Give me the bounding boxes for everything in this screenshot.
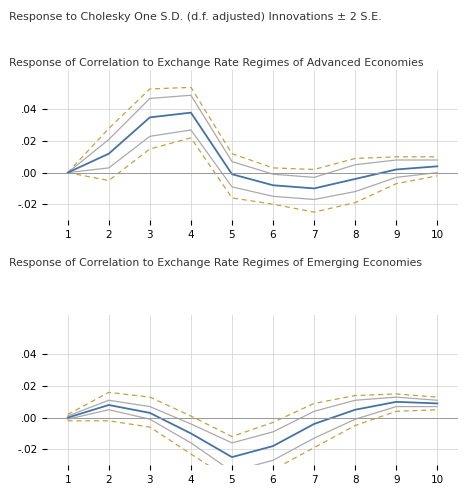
Text: Response to Cholesky One S.D. (d.f. adjusted) Innovations ± 2 S.E.: Response to Cholesky One S.D. (d.f. adju… bbox=[9, 12, 382, 22]
Text: Response of Correlation to Exchange Rate Regimes of Emerging Economies: Response of Correlation to Exchange Rate… bbox=[9, 258, 422, 268]
Text: Response of Correlation to Exchange Rate Regimes of Advanced Economies: Response of Correlation to Exchange Rate… bbox=[9, 58, 424, 68]
